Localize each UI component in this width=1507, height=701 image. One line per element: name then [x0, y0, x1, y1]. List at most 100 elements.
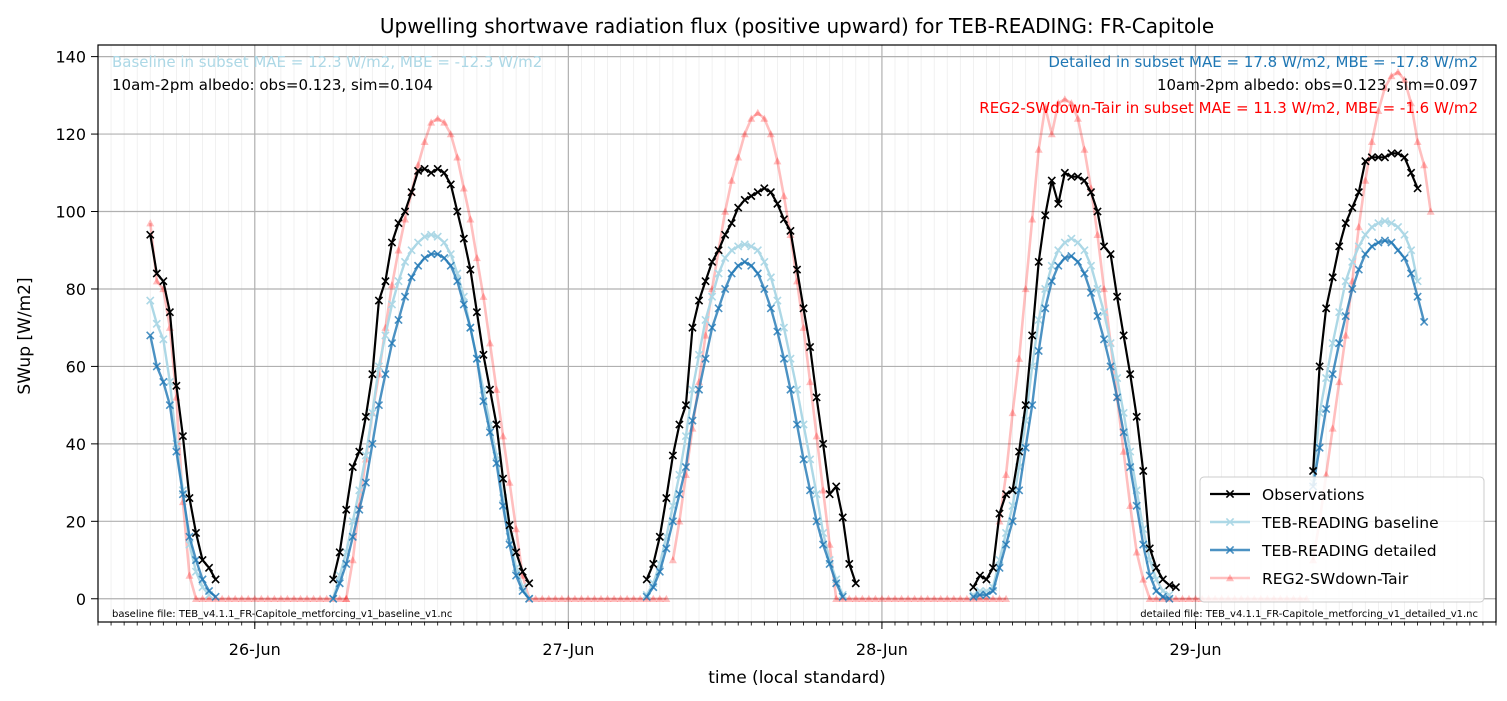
baseline-point — [1393, 222, 1403, 232]
reg2-point — [185, 571, 194, 579]
reg2-point — [335, 594, 344, 602]
observations-point — [172, 381, 181, 390]
detailed-point — [427, 249, 436, 259]
reg2-point — [1054, 99, 1063, 107]
reg2-point — [623, 594, 632, 602]
baseline-point — [1060, 238, 1070, 247]
reg2-point — [577, 594, 586, 602]
detailed-point — [1413, 292, 1422, 301]
observations-point — [1054, 199, 1063, 208]
reg2-point — [890, 594, 899, 602]
observations-point — [1034, 257, 1043, 267]
detailed-point — [766, 304, 776, 313]
detailed-point — [1139, 540, 1148, 549]
observations-point — [792, 265, 802, 274]
reg2-point — [1387, 71, 1396, 80]
detailed-point — [995, 563, 1004, 572]
reg2-point — [583, 594, 592, 602]
detailed-point — [505, 540, 514, 549]
observations-point — [433, 164, 442, 174]
observations-point — [714, 246, 723, 255]
observations-point — [1014, 447, 1024, 456]
baseline-point — [355, 486, 364, 495]
reg2-point — [1184, 594, 1193, 602]
reg2-point — [512, 525, 521, 533]
reg2-point — [936, 594, 945, 602]
reg2-point — [244, 594, 253, 602]
reg2-point — [237, 594, 246, 602]
observations-point — [329, 575, 338, 584]
reg2-point — [1374, 106, 1383, 115]
legend-box — [1199, 476, 1485, 603]
observations-point — [642, 575, 651, 584]
reg2-point — [799, 323, 808, 331]
observations-point — [407, 187, 416, 197]
reg2-point — [270, 594, 279, 602]
observations-point — [818, 439, 828, 449]
observations-point — [466, 265, 475, 274]
reg2-point — [1152, 594, 1161, 602]
legend-entries — [1210, 489, 1250, 582]
baseline-point — [707, 292, 717, 301]
reg2-point — [975, 594, 984, 602]
reg2-point — [1341, 331, 1350, 339]
observations-point — [734, 203, 743, 212]
reg2-point — [453, 153, 462, 161]
observations-point — [374, 296, 384, 305]
observations-point — [1001, 490, 1011, 499]
observations-point — [1008, 486, 1017, 495]
baseline-point — [1086, 261, 1096, 270]
baseline-point — [368, 408, 377, 418]
reg2-point — [668, 556, 677, 564]
baseline-point — [1054, 246, 1063, 255]
observations-point — [1413, 184, 1422, 193]
series-observations — [146, 149, 1422, 592]
reg2-point — [988, 594, 997, 602]
baseline-point — [1034, 315, 1043, 325]
detailed-point — [511, 571, 521, 580]
grid-layer — [97, 45, 1497, 622]
detailed-point — [420, 253, 429, 263]
observations-point — [773, 199, 782, 208]
reg2-point — [904, 594, 913, 602]
reg2-point — [1002, 594, 1011, 602]
detailed-point — [172, 447, 181, 456]
observations-point — [511, 548, 521, 557]
observations-point — [1086, 187, 1096, 197]
observations-point — [1119, 331, 1128, 340]
detailed-point — [1106, 362, 1115, 371]
detailed-point — [1060, 253, 1070, 263]
baseline-point — [714, 269, 723, 278]
reg2-point — [1015, 354, 1024, 362]
detailed-point — [446, 261, 455, 270]
observations-point — [1315, 362, 1324, 371]
reg2-point — [557, 594, 566, 602]
observations-point — [342, 505, 351, 514]
observations-point — [1328, 273, 1337, 282]
reg2-point — [1008, 408, 1017, 417]
baseline-point — [1413, 277, 1422, 286]
reg2-point — [812, 432, 821, 440]
reg2-point — [224, 594, 233, 602]
reg2-point — [433, 114, 442, 122]
x-tick-label: 29-Jun — [1169, 640, 1221, 659]
observations-point — [838, 513, 847, 522]
reg2-point — [1073, 114, 1082, 122]
reg2-point — [570, 594, 579, 602]
baseline-point — [792, 385, 802, 394]
observations-point — [1165, 581, 1174, 590]
reg2-point — [616, 594, 625, 602]
reg2-point — [649, 594, 658, 602]
x-tick-label: 28-Jun — [856, 640, 908, 659]
detailed-point — [1034, 346, 1043, 356]
observations-point — [485, 385, 495, 394]
reg2-point — [636, 594, 645, 602]
baseline-point — [1335, 308, 1344, 317]
detailed-point — [727, 269, 736, 278]
observations-point — [995, 509, 1004, 518]
reg2-point — [1028, 215, 1037, 223]
baseline-point — [1106, 339, 1115, 348]
reg2-point — [564, 594, 573, 602]
